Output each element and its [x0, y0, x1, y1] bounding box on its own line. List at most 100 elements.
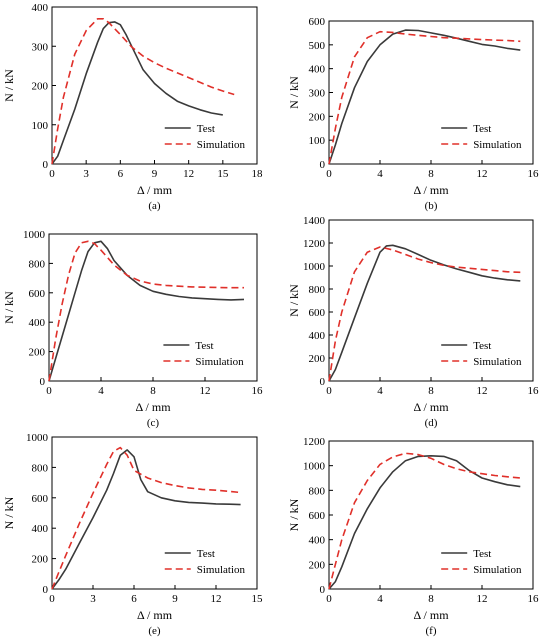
- x-tick-label: 12: [200, 385, 211, 397]
- series-line-test: [328, 244, 521, 382]
- series-line-simulation: [328, 246, 521, 382]
- legend-label-simulation: Simulation: [473, 564, 522, 576]
- x-tick-label: 15: [217, 168, 229, 180]
- x-tick-label: 12: [477, 385, 488, 397]
- legend: Test Simulation: [164, 548, 246, 576]
- y-tick-label: 1200: [303, 238, 326, 250]
- x-tick-label: 16: [252, 385, 264, 397]
- chart-panel-6: 0 4 8 12 16 0 200 400 600 800 1000 1200 Δ / mm N / kN…: [287, 436, 539, 637]
- x-tick-label: 9: [152, 168, 158, 180]
- y-tick-label: 400: [309, 330, 326, 342]
- legend: Test Simulation: [163, 340, 244, 368]
- y-axis-title: N / kN: [287, 284, 301, 317]
- y-tick-label: 800: [309, 485, 326, 497]
- y-tick-label: 600: [309, 510, 326, 522]
- y-tick-label: 0: [320, 376, 326, 388]
- y-tick-label: 1000: [303, 461, 326, 473]
- y-axis-title: N / kN: [2, 291, 16, 324]
- y-tick-label: 200: [32, 81, 49, 93]
- x-tick-label: 0: [49, 593, 55, 605]
- series-line-test: [328, 29, 521, 165]
- x-tick-label: 4: [377, 593, 383, 605]
- series-line-test: [51, 21, 223, 165]
- y-tick-label: 200: [309, 111, 326, 123]
- x-tick-label: 3: [90, 593, 96, 605]
- series-line-test: [51, 449, 241, 590]
- y-tick-label: 400: [32, 523, 49, 535]
- y-tick-label: 800: [29, 258, 46, 270]
- x-tick-label: 0: [49, 168, 55, 180]
- x-tick-label: 16: [528, 385, 540, 397]
- legend: Test Simulation: [164, 123, 246, 151]
- legend-label-simulation: Simulation: [473, 356, 522, 368]
- legend-label-simulation: Simulation: [195, 356, 244, 368]
- x-axis-title: Δ / mm: [135, 400, 171, 414]
- x-tick-label: 0: [326, 593, 332, 605]
- y-tick-label: 100: [32, 120, 49, 132]
- y-tick-label: 0: [43, 584, 49, 596]
- y-tick-label: 800: [32, 462, 49, 474]
- x-tick-label: 12: [211, 593, 222, 605]
- chart-panel-1: 0 3 6 9 12 15 18 0 100 200 300 400 Δ / mm N / kN (a) Te…: [2, 2, 263, 212]
- y-tick-label: 400: [32, 2, 49, 14]
- x-tick-label: 6: [118, 168, 124, 180]
- y-tick-label: 0: [320, 584, 326, 596]
- x-tick-label: 12: [477, 593, 488, 605]
- chart-panel-4: 0 4 8 12 16 0 200 400 600 800 1000 1200 1400 Δ / mm N …: [287, 215, 539, 429]
- x-tick-label: 8: [428, 593, 434, 605]
- x-tick-label: 4: [377, 168, 383, 180]
- y-tick-label: 1000: [23, 229, 46, 241]
- chart-panel-5: 0 3 6 9 12 15 0 200 400 600 800 1000 Δ / mm N / kN (e)…: [2, 432, 263, 637]
- series-line-simulation: [328, 452, 521, 590]
- y-tick-label: 200: [309, 353, 326, 365]
- y-tick-label: 200: [32, 554, 49, 566]
- legend-label-test: Test: [195, 340, 213, 352]
- y-tick-label: 400: [29, 317, 46, 329]
- y-tick-label: 1000: [303, 261, 326, 273]
- y-tick-label: 300: [309, 88, 326, 100]
- x-tick-label: 0: [46, 385, 52, 397]
- x-tick-label: 8: [428, 385, 434, 397]
- x-tick-label: 0: [326, 168, 332, 180]
- y-tick-label: 600: [29, 288, 46, 300]
- y-tick-label: 600: [309, 307, 326, 319]
- x-tick-label: 6: [131, 593, 137, 605]
- y-tick-label: 600: [32, 493, 49, 505]
- y-tick-label: 0: [43, 159, 49, 171]
- y-tick-label: 200: [29, 347, 46, 359]
- legend-label-test: Test: [197, 123, 215, 135]
- y-tick-label: 1400: [303, 215, 326, 227]
- x-axis-title: Δ / mm: [413, 608, 449, 622]
- panel-label: (f): [426, 625, 437, 637]
- y-tick-label: 400: [309, 535, 326, 547]
- legend-label-simulation: Simulation: [473, 139, 522, 151]
- y-tick-label: 0: [320, 159, 326, 171]
- legend: Test Simulation: [441, 548, 522, 576]
- x-tick-label: 4: [98, 385, 104, 397]
- series-line-test: [48, 240, 245, 382]
- legend-label-simulation: Simulation: [197, 564, 246, 576]
- chart-panel-3: 0 4 8 12 16 0 200 400 600 800 1000 Δ / mm N / kN (c) T…: [2, 229, 263, 429]
- legend-label-simulation: Simulation: [197, 139, 246, 151]
- x-tick-label: 9: [172, 593, 178, 605]
- y-tick-label: 800: [309, 284, 326, 296]
- panel-label: (b): [425, 200, 438, 212]
- legend-label-test: Test: [197, 548, 215, 560]
- y-tick-label: 200: [309, 559, 326, 571]
- y-axis-title: N / kN: [287, 498, 301, 531]
- y-tick-label: 1000: [26, 432, 49, 444]
- x-tick-label: 3: [83, 168, 89, 180]
- x-axis-title: Δ / mm: [137, 608, 173, 622]
- legend: Test Simulation: [441, 340, 522, 368]
- y-tick-label: 100: [309, 135, 326, 147]
- x-axis-title: Δ / mm: [413, 183, 449, 197]
- y-tick-label: 300: [32, 41, 49, 53]
- x-tick-label: 18: [252, 168, 264, 180]
- y-axis-title: N / kN: [287, 76, 301, 109]
- y-tick-label: 600: [309, 16, 326, 28]
- x-tick-label: 16: [528, 168, 540, 180]
- legend-label-test: Test: [473, 548, 491, 560]
- legend-label-test: Test: [473, 340, 491, 352]
- x-tick-label: 0: [326, 385, 332, 397]
